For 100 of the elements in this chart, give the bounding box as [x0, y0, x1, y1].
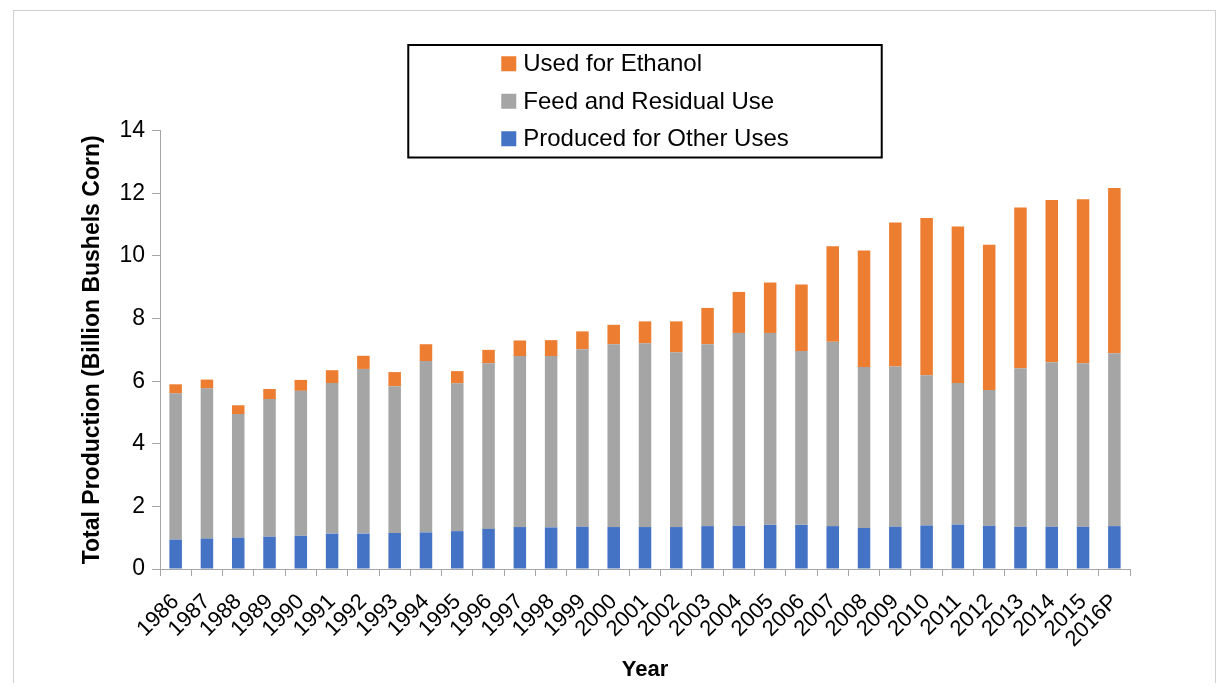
- bar: [701, 344, 714, 527]
- bar: [763, 282, 777, 333]
- bar: [200, 538, 214, 569]
- bar: [732, 291, 746, 333]
- bar: [982, 389, 996, 526]
- bar: [857, 527, 871, 569]
- bar: [200, 388, 214, 539]
- bar: [826, 246, 839, 342]
- bar: [1014, 368, 1027, 527]
- bar: [325, 533, 339, 569]
- bar: [701, 526, 714, 569]
- y-axis-title: Total Production (Billion Bushels Corn): [78, 135, 105, 565]
- bar: [857, 367, 871, 528]
- bar: [795, 284, 808, 352]
- bar: [451, 531, 464, 569]
- bar: [732, 332, 746, 526]
- bar: [169, 539, 182, 569]
- bar: [388, 372, 401, 387]
- bar: [1014, 207, 1027, 369]
- bar: [607, 527, 620, 569]
- bar: [294, 379, 308, 391]
- bar: [638, 527, 652, 569]
- bar: [231, 414, 245, 538]
- bar: [482, 363, 495, 529]
- bar: [1108, 526, 1121, 569]
- bar: [576, 526, 589, 569]
- bar: [889, 526, 902, 569]
- bar: [576, 331, 589, 350]
- bar: [920, 525, 933, 569]
- bar: [795, 524, 808, 569]
- bar: [388, 533, 401, 569]
- bar: [544, 356, 558, 528]
- bar: [670, 321, 683, 353]
- bar: [325, 383, 339, 534]
- bar: [1076, 526, 1090, 569]
- legend-label: Produced for Other Uses: [523, 124, 789, 152]
- bar: [231, 537, 245, 569]
- bar: [826, 526, 839, 569]
- bar: [982, 525, 996, 569]
- bar: [357, 368, 370, 534]
- bar: [670, 352, 683, 528]
- legend-label: Used for Ethanol: [523, 49, 703, 77]
- bar: [231, 405, 245, 415]
- bar: [357, 533, 370, 569]
- bar: [544, 340, 558, 357]
- bar: [1108, 187, 1121, 354]
- y-tick-label: 6: [132, 366, 145, 393]
- bar: [482, 528, 495, 569]
- bar: [451, 371, 464, 384]
- bar: [169, 393, 182, 540]
- bar: [263, 399, 276, 537]
- bar: [325, 370, 339, 384]
- y-tick-label: 2: [132, 491, 145, 518]
- bar: [419, 532, 433, 569]
- bar: [763, 332, 777, 525]
- bar: [670, 527, 683, 569]
- bar: [263, 536, 276, 569]
- bar: [1045, 526, 1059, 569]
- y-tick-label: 8: [132, 303, 145, 330]
- bar: [889, 222, 902, 367]
- bar: [1076, 363, 1090, 527]
- bar: [1045, 199, 1059, 363]
- bar: [263, 388, 276, 399]
- bar: [795, 351, 808, 525]
- bar: [513, 527, 527, 569]
- y-tick-label: 10: [119, 241, 145, 268]
- bar: [482, 349, 495, 364]
- y-tick-label: 4: [132, 429, 146, 456]
- y-tick-label: 12: [119, 178, 145, 205]
- bar: [451, 383, 464, 532]
- bar: [920, 375, 933, 526]
- bar: [419, 361, 433, 533]
- y-tick-label: 0: [132, 554, 145, 581]
- bar: [419, 344, 433, 362]
- bar: [294, 535, 308, 569]
- bar: [951, 226, 965, 384]
- bar: [857, 250, 871, 368]
- bar: [607, 324, 620, 345]
- bar: [1014, 526, 1027, 569]
- bar: [763, 524, 777, 569]
- bar: [1076, 199, 1090, 364]
- bar: [732, 525, 746, 569]
- bar: [920, 218, 933, 376]
- bar: [701, 307, 714, 345]
- bar: [1108, 353, 1121, 527]
- bar: [294, 390, 308, 536]
- bar: [513, 356, 527, 528]
- bar: [388, 386, 401, 533]
- bar: [951, 383, 965, 525]
- bar: [826, 341, 839, 527]
- bar: [169, 384, 182, 394]
- bar: [1045, 362, 1059, 527]
- bar: [513, 340, 527, 357]
- y-tick-label: 14: [119, 116, 146, 143]
- bar: [982, 244, 996, 390]
- bar: [544, 527, 558, 569]
- bar: [951, 524, 965, 569]
- bar: [357, 355, 370, 369]
- bar: [638, 321, 652, 344]
- bar: [889, 366, 902, 527]
